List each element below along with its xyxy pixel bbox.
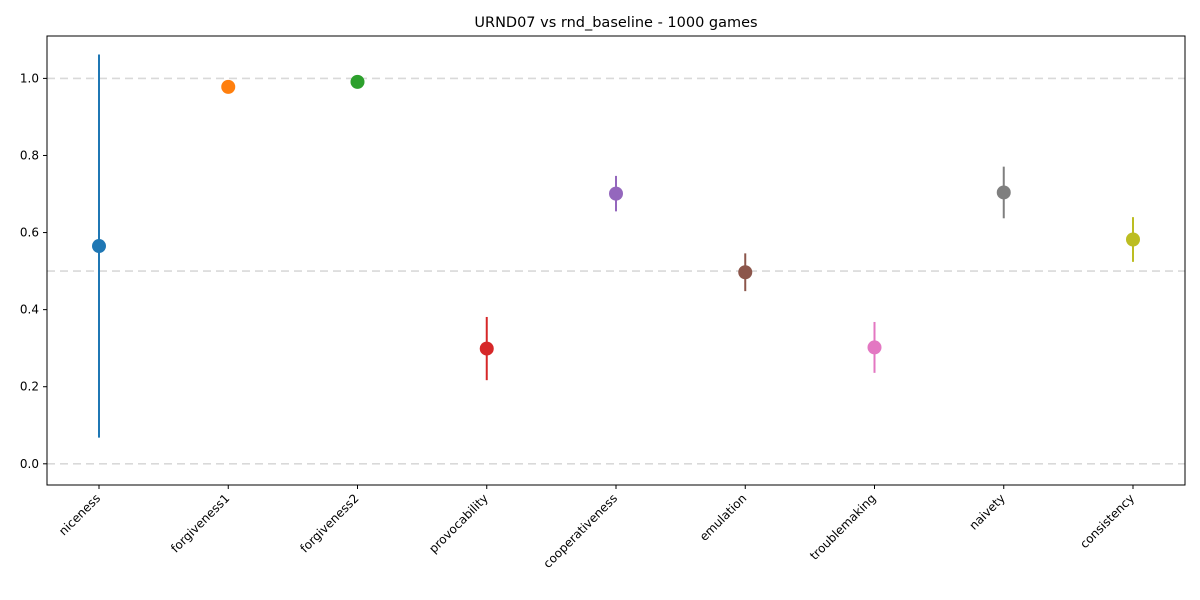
y-tick-label-4: 0.8: [20, 148, 39, 162]
reference-lines: [47, 77, 1185, 465]
y-tick-label-5: 1.0: [20, 71, 39, 85]
x-tick-label-niceness: niceness: [56, 491, 103, 538]
point-forgiveness2: [350, 74, 365, 89]
point-niceness: [92, 239, 106, 254]
x-tick-label-emulation: emulation: [697, 491, 750, 544]
point-emulation: [738, 265, 753, 280]
x-tick-label-consistency: consistency: [1077, 491, 1137, 551]
x-tick-label-troublemaking: troublemaking: [807, 491, 879, 563]
chart-title: URND07 vs rnd_baseline - 1000 games: [474, 15, 757, 31]
data-points: [92, 74, 1140, 356]
y-axis: 0.0 0.2 0.4 0.6 0.8 1.0: [20, 71, 47, 471]
y-tick-label-1: 0.2: [20, 380, 39, 394]
x-tick-label-provocability: provocability: [426, 491, 491, 556]
point-provocability: [479, 341, 494, 356]
y-tick-label-0: 0.0: [20, 457, 39, 471]
y-tick-label-3: 0.6: [20, 226, 39, 240]
x-tick-label-forgiveness2: forgiveness2: [297, 491, 361, 555]
error-bars: [98, 54, 1134, 438]
point-forgiveness1: [221, 79, 236, 94]
x-tick-label-cooperativeness: cooperativeness: [541, 491, 621, 571]
point-consistency: [1126, 232, 1140, 247]
point-naivety: [996, 185, 1011, 200]
x-tick-label-forgiveness1: forgiveness1: [168, 491, 232, 555]
point-troublemaking: [867, 340, 882, 355]
x-axis: niceness forgiveness1 forgiveness2 provocab…: [56, 485, 1137, 571]
x-tick-label-naivety: naivety: [966, 491, 1007, 532]
y-tick-label-2: 0.4: [20, 303, 39, 317]
point-cooperativeness: [609, 186, 623, 201]
plot-area-frame: [46, 35, 1186, 486]
